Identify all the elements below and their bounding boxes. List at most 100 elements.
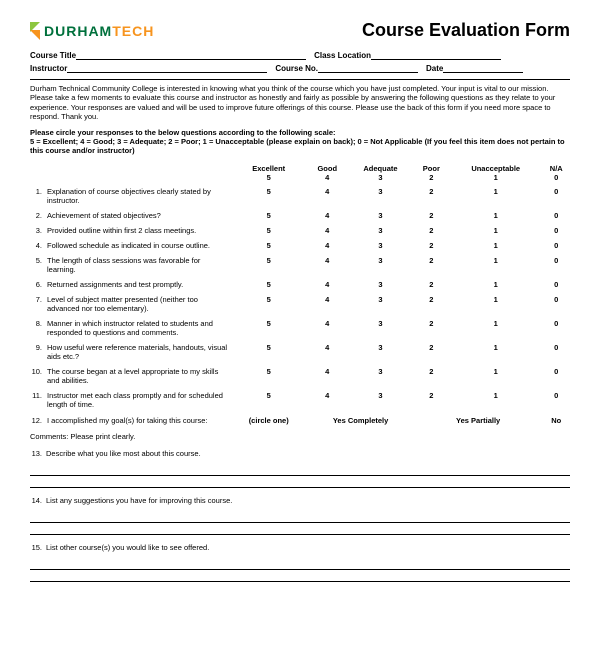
circle-one-label: (circle one)	[230, 412, 307, 428]
rating-option[interactable]: 0	[542, 292, 570, 316]
rating-option[interactable]: 5	[230, 388, 307, 412]
rating-option[interactable]: 0	[542, 340, 570, 364]
rating-option[interactable]: 5	[230, 364, 307, 388]
rating-option[interactable]: 3	[347, 388, 414, 412]
rating-option[interactable]: 3	[347, 277, 414, 292]
rating-option[interactable]: 4	[307, 292, 347, 316]
rating-option[interactable]: 3	[347, 340, 414, 364]
rating-option[interactable]: 3	[347, 316, 414, 340]
rating-option[interactable]: 2	[414, 184, 449, 208]
rating-option[interactable]: 2	[414, 388, 449, 412]
rating-option[interactable]: 1	[449, 316, 543, 340]
rating-option[interactable]: 0	[542, 364, 570, 388]
rating-option[interactable]: 4	[307, 316, 347, 340]
rating-option[interactable]: 5	[230, 253, 307, 277]
question-text: Achievement of stated objectives?	[46, 208, 230, 223]
rating-option[interactable]: 4	[307, 253, 347, 277]
rating-option[interactable]: 4	[307, 238, 347, 253]
rating-option[interactable]: 0	[542, 238, 570, 253]
rating-option[interactable]: 2	[414, 277, 449, 292]
option-yes-completely[interactable]: Yes Completely	[307, 412, 413, 428]
rating-option[interactable]: 1	[449, 277, 543, 292]
col-header-poor: Poor2	[414, 162, 449, 184]
field-instructor: Instructor	[30, 64, 267, 73]
rating-option[interactable]: 5	[230, 238, 307, 253]
answer-line[interactable]	[30, 478, 570, 488]
rating-option[interactable]: 3	[347, 238, 414, 253]
rating-option[interactable]: 5	[230, 277, 307, 292]
rating-option[interactable]: 2	[414, 340, 449, 364]
rating-option[interactable]: 3	[347, 223, 414, 238]
question-text: Instructor met each class promptly and f…	[46, 388, 230, 412]
rating-table: Excellent5 Good4 Adequate3 Poor2 Unaccep…	[30, 162, 570, 428]
question-text: Followed schedule as indicated in course…	[46, 238, 230, 253]
answer-line[interactable]	[30, 466, 570, 476]
rating-option[interactable]: 3	[347, 253, 414, 277]
open-question: 15.List other course(s) you would like t…	[30, 543, 570, 552]
rating-option[interactable]: 0	[542, 253, 570, 277]
rating-option[interactable]: 3	[347, 292, 414, 316]
answer-lines[interactable]	[30, 560, 570, 582]
rating-option[interactable]: 2	[414, 223, 449, 238]
option-yes-partially[interactable]: Yes Partially	[414, 412, 543, 428]
rating-option[interactable]: 4	[307, 208, 347, 223]
rating-option[interactable]: 2	[414, 364, 449, 388]
open-question: 14.List any suggestions you have for imp…	[30, 496, 570, 505]
rating-option[interactable]: 0	[542, 388, 570, 412]
rating-option[interactable]: 4	[307, 184, 347, 208]
rating-option[interactable]: 4	[307, 364, 347, 388]
question-text: Manner in which instructor related to st…	[46, 316, 230, 340]
answer-lines[interactable]	[30, 513, 570, 535]
rating-option[interactable]: 3	[347, 184, 414, 208]
blank-course-no[interactable]	[318, 72, 418, 73]
rating-option[interactable]: 1	[449, 208, 543, 223]
option-no[interactable]: No	[542, 412, 570, 428]
label-instructor: Instructor	[30, 64, 67, 73]
rating-option[interactable]: 1	[449, 388, 543, 412]
rating-option[interactable]: 0	[542, 184, 570, 208]
question-text: Describe what you like most about this c…	[46, 449, 201, 458]
rating-option[interactable]: 5	[230, 208, 307, 223]
rating-option[interactable]: 1	[449, 238, 543, 253]
blank-class-location[interactable]	[371, 59, 501, 60]
rating-option[interactable]: 5	[230, 184, 307, 208]
rating-option[interactable]: 2	[414, 238, 449, 253]
question-number: 4.	[30, 238, 46, 253]
rating-option[interactable]: 4	[307, 340, 347, 364]
rating-option[interactable]: 0	[542, 316, 570, 340]
answer-line[interactable]	[30, 572, 570, 582]
rating-option[interactable]: 2	[414, 292, 449, 316]
question-row: 1.Explanation of course objectives clear…	[30, 184, 570, 208]
rating-option[interactable]: 1	[449, 340, 543, 364]
rating-option[interactable]: 2	[414, 316, 449, 340]
rating-option[interactable]: 1	[449, 253, 543, 277]
rating-option[interactable]: 5	[230, 316, 307, 340]
rating-option[interactable]: 1	[449, 184, 543, 208]
blank-instructor[interactable]	[67, 72, 267, 73]
rating-option[interactable]: 1	[449, 292, 543, 316]
answer-lines[interactable]	[30, 466, 570, 488]
rating-option[interactable]: 2	[414, 208, 449, 223]
answer-line[interactable]	[30, 525, 570, 535]
rating-option[interactable]: 5	[230, 223, 307, 238]
col-header-na: N/A0	[542, 162, 570, 184]
rating-option[interactable]: 4	[307, 223, 347, 238]
rating-option[interactable]: 0	[542, 277, 570, 292]
rating-option[interactable]: 3	[347, 208, 414, 223]
rating-option[interactable]: 4	[307, 388, 347, 412]
answer-line[interactable]	[30, 513, 570, 523]
rating-option[interactable]: 4	[307, 277, 347, 292]
rating-option[interactable]: 1	[449, 223, 543, 238]
rating-option[interactable]: 3	[347, 364, 414, 388]
blank-date[interactable]	[443, 72, 523, 73]
answer-line[interactable]	[30, 560, 570, 570]
blank-course-title[interactable]	[76, 59, 306, 60]
rating-option[interactable]: 1	[449, 364, 543, 388]
rating-option[interactable]: 5	[230, 292, 307, 316]
rating-option[interactable]: 5	[230, 340, 307, 364]
rating-option[interactable]: 0	[542, 208, 570, 223]
rating-option[interactable]: 0	[542, 223, 570, 238]
question-number: 13.	[30, 449, 46, 458]
question-text: Provided outline within first 2 class me…	[46, 223, 230, 238]
rating-option[interactable]: 2	[414, 253, 449, 277]
